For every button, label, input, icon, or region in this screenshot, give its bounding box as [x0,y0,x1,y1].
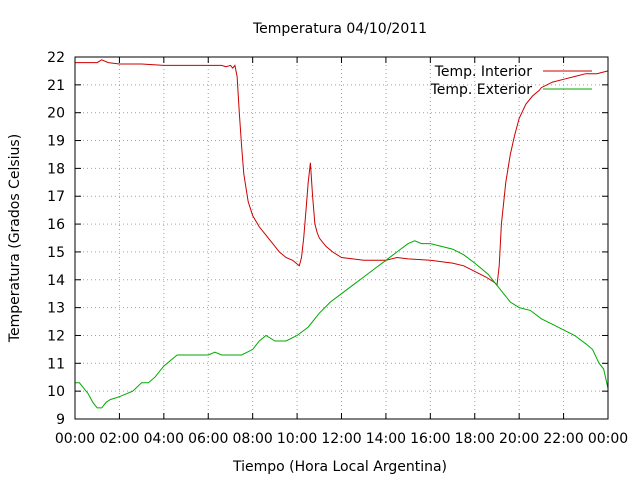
chart-title: Temperatura 04/10/2011 [252,21,427,37]
x-tick-labels: 00:00 02:00 04:00 06:00 08:00 10:00 12:00 14:00… [55,431,628,447]
x-tick-label: 20:00 [499,431,539,447]
y-tick-label: 12 [47,328,65,344]
x-tick-label: 00:00 [55,431,95,447]
x-tick-label: 02:00 [99,431,139,447]
x-tick-label: 14:00 [366,431,406,447]
series-line-interior [75,59,609,287]
y-tick-label: 11 [47,356,65,372]
y-tick-label: 17 [47,189,65,205]
y-tick-label: 14 [47,273,65,289]
plot-series [75,59,609,409]
x-tick-label: 04:00 [144,431,184,447]
y-tick-label: 15 [47,245,65,261]
y-axis-label: Temperatura (Grados Celsius) [7,134,23,343]
y-tick-label: 10 [47,384,65,400]
x-tick-label: 00:00 [588,431,628,447]
y-tick-label: 9 [56,412,65,428]
y-tick-label: 13 [47,301,65,317]
grid [75,57,608,419]
x-tick-label: 06:00 [188,431,228,447]
x-tick-label: 12:00 [321,431,361,447]
legend-label-interior: Temp. Interior [434,64,533,80]
y-tick-label: 22 [47,50,65,66]
y-tick-label: 19 [47,134,65,150]
x-tick-label: 16:00 [410,431,450,447]
y-tick-label: 21 [47,78,65,94]
x-tick-label: 10:00 [277,431,317,447]
y-tick-labels: 9 10 11 12 13 14 15 16 17 18 19 20 21 22 [47,50,65,428]
y-tick-label: 16 [47,217,65,233]
y-tick-label: 20 [47,106,65,122]
ticks [74,56,609,420]
y-tick-label: 18 [47,161,65,177]
legend-label-exterior: Temp. Exterior [430,82,533,98]
legend: Temp. Interior Temp. Exterior [430,64,592,98]
x-tick-label: 22:00 [543,431,583,447]
series-line-exterior [75,240,609,409]
x-axis-label: Tiempo (Hora Local Argentina) [232,459,447,475]
x-tick-label: 08:00 [232,431,272,447]
x-tick-label: 18:00 [455,431,495,447]
